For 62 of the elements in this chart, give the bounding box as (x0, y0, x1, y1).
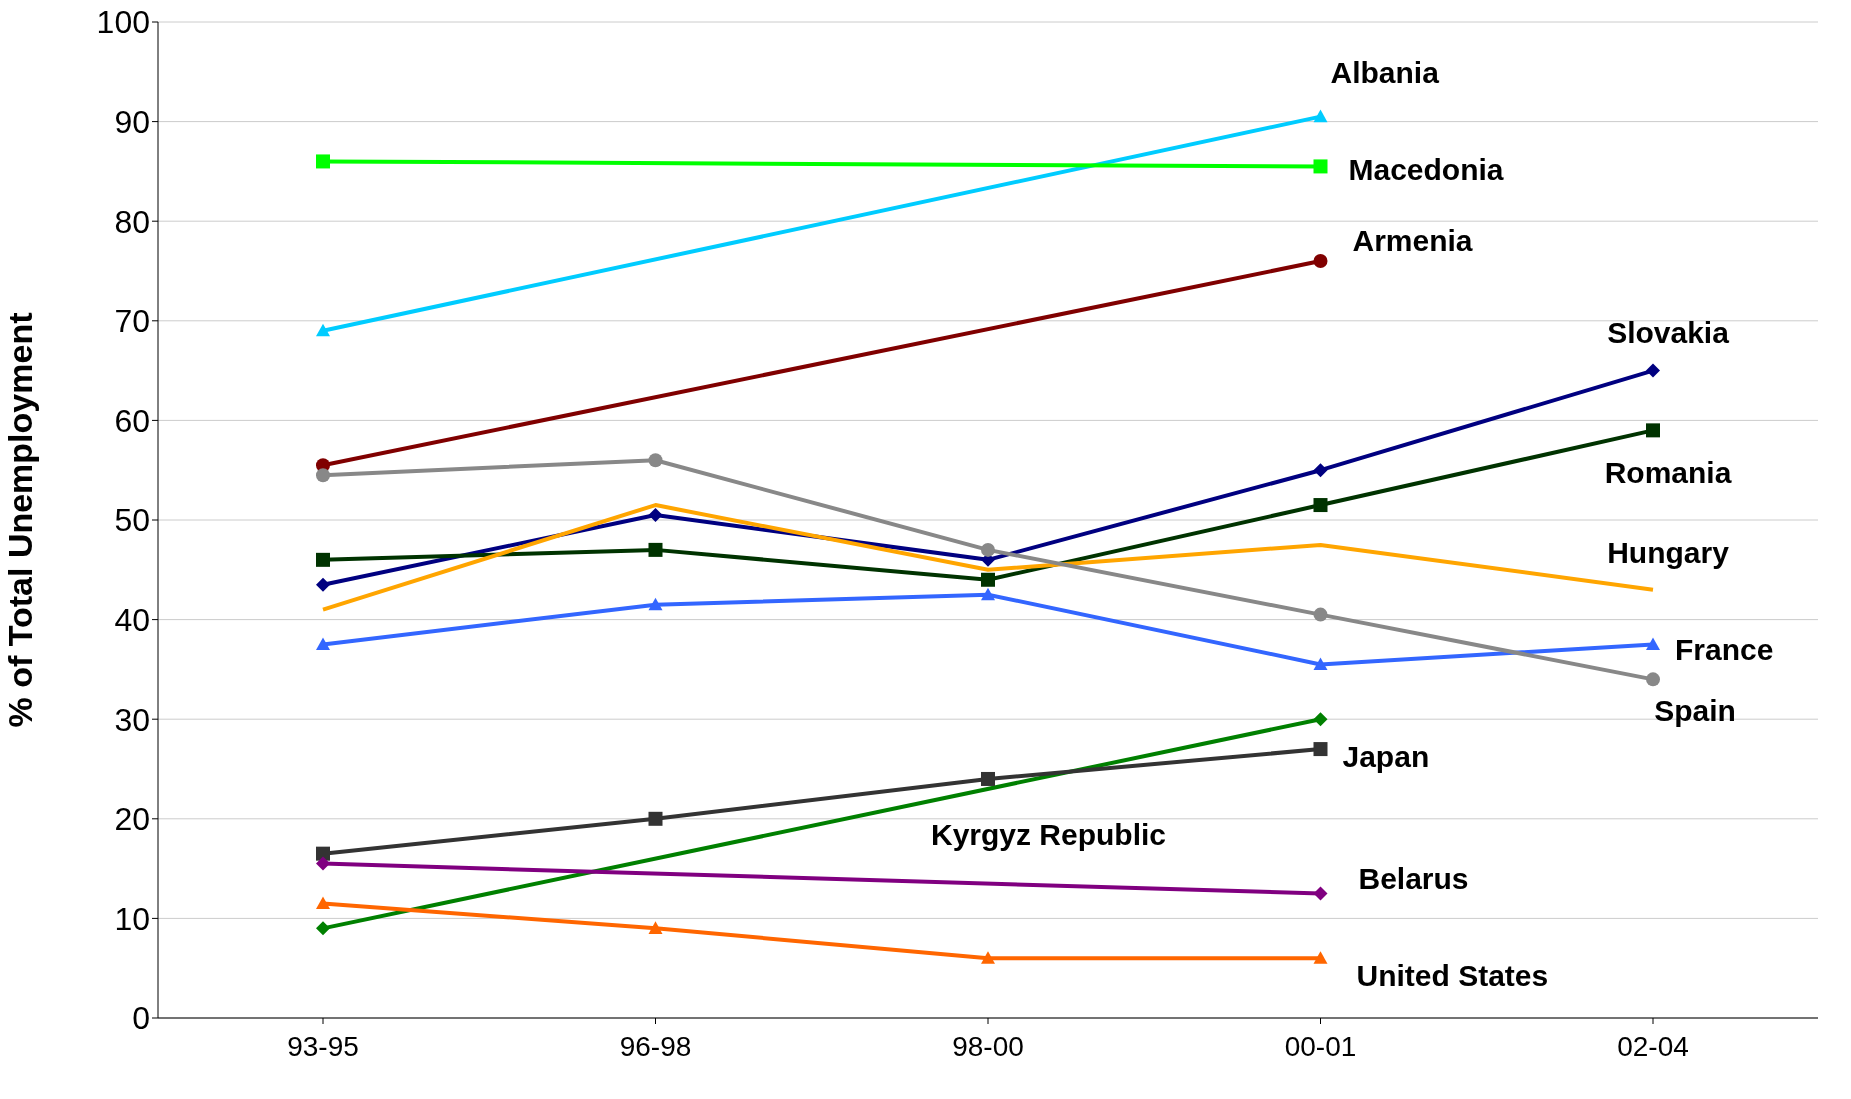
point (316, 154, 330, 169)
series-label: Belarus (1358, 862, 1469, 896)
point (648, 542, 663, 557)
x-tick-label: 98-00 (952, 1030, 1024, 1062)
point (981, 572, 995, 587)
series-label: Romania (1604, 456, 1732, 490)
point (316, 552, 330, 567)
point (1646, 363, 1660, 378)
series-label: Armenia (1352, 223, 1473, 257)
point (316, 856, 330, 871)
y-tick-label: 50 (114, 502, 150, 539)
point (981, 542, 995, 557)
x-tick-label: 93-95 (287, 1030, 359, 1062)
series-label: Macedonia (1348, 153, 1504, 187)
y-axis-title: % of Total Unemployment (1, 312, 40, 728)
x-tick-label: 00-01 (1284, 1030, 1357, 1062)
point (1313, 886, 1328, 901)
point (1313, 712, 1328, 727)
y-tick-label: 30 (114, 701, 150, 738)
series-label: United States (1356, 959, 1549, 993)
y-tick-label: 100 (96, 4, 150, 41)
point (316, 637, 330, 651)
y-tick-label: 60 (114, 402, 150, 439)
point (981, 587, 995, 601)
point (981, 951, 995, 964)
point (1313, 742, 1328, 757)
point (648, 597, 663, 611)
series-label: Hungary (1607, 535, 1730, 569)
point (316, 577, 330, 592)
point (1313, 463, 1328, 478)
point (1646, 672, 1660, 687)
point (648, 508, 663, 523)
point (648, 921, 663, 934)
y-tick-label: 70 (114, 303, 150, 340)
point (316, 921, 330, 936)
point (981, 771, 995, 786)
y-tick-label: 0 (132, 1000, 150, 1037)
y-tick-label: 40 (114, 601, 150, 638)
x-tick-label: 02-04 (1617, 1030, 1689, 1062)
point (1313, 498, 1328, 513)
y-tick-label: 80 (114, 203, 150, 240)
y-tick-label: 10 (114, 900, 150, 937)
series-label: France (1675, 633, 1774, 667)
series-label: Slovakia (1607, 315, 1730, 349)
x-tick-label: 96-98 (619, 1030, 692, 1062)
point (316, 896, 330, 910)
point (1313, 657, 1328, 671)
series-label: Albania (1330, 55, 1440, 89)
point (648, 811, 663, 826)
point (1313, 254, 1328, 269)
y-tick-label: 20 (114, 801, 150, 838)
point (648, 453, 663, 468)
point (1646, 637, 1660, 651)
point (1646, 423, 1660, 438)
point (1313, 607, 1328, 622)
point (316, 468, 330, 483)
y-tick-label: 90 (114, 103, 150, 140)
point (1313, 951, 1328, 964)
series-label: Japan (1342, 740, 1430, 773)
series-label: Spain (1654, 694, 1736, 728)
point (1313, 159, 1328, 174)
series-label: Kyrgyz Republic (930, 818, 1167, 852)
